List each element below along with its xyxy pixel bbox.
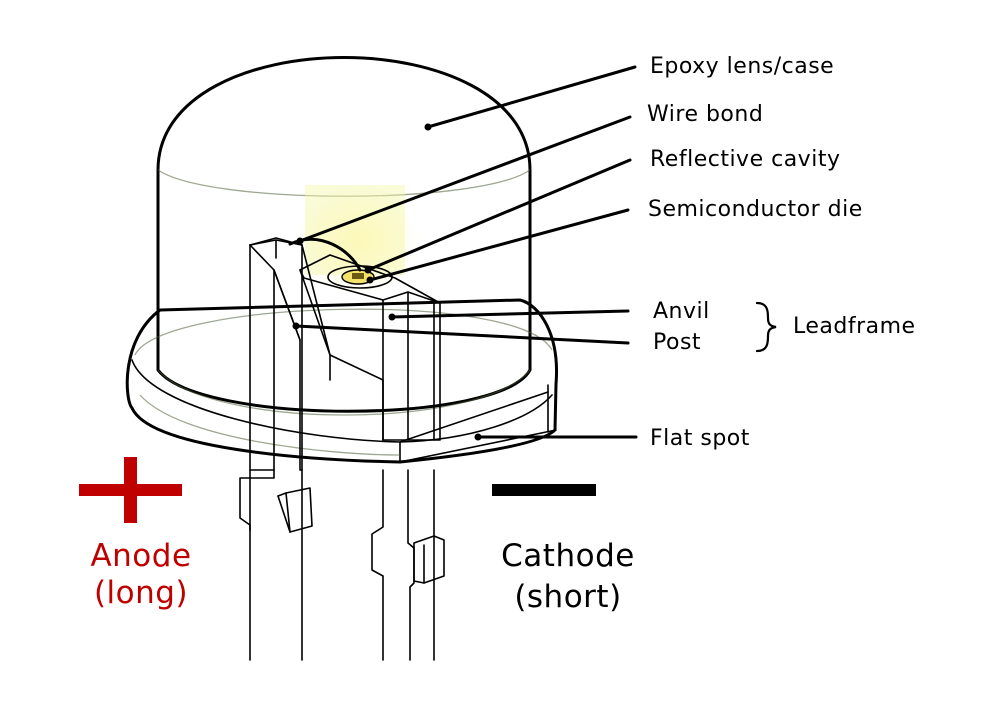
anode-lead — [239, 469, 313, 661]
minus-sign-icon — [492, 484, 596, 496]
label-post: Post — [653, 330, 701, 355]
leadframe-brace — [755, 301, 777, 353]
anode-length-label: (long) — [94, 575, 188, 611]
anode-label: Anode — [90, 538, 191, 574]
leader-lines — [292, 65, 638, 441]
label-wire-bond: Wire bond — [647, 102, 763, 127]
reflective-cavity — [327, 265, 393, 289]
cathode-length-label: (short) — [514, 579, 621, 615]
label-reflective-cavity: Reflective cavity — [650, 147, 840, 172]
label-leadframe: Leadframe — [793, 314, 916, 339]
label-anvil: Anvil — [653, 299, 710, 324]
label-flat-spot: Flat spot — [650, 426, 750, 451]
epoxy-lens-case — [125, 56, 559, 464]
label-epoxy-lens-case: Epoxy lens/case — [650, 54, 834, 79]
anvil — [299, 254, 441, 441]
cathode-lead — [371, 469, 445, 661]
plus-sign-icon — [79, 457, 182, 523]
label-semiconductor-die: Semiconductor die — [648, 197, 863, 222]
cathode-label: Cathode — [501, 538, 635, 574]
die-glow — [296, 185, 420, 295]
